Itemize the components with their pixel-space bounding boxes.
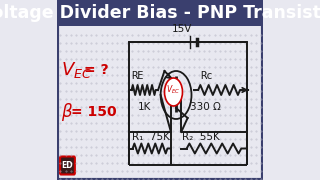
Text: R₂  55K: R₂ 55K: [182, 132, 220, 141]
Circle shape: [164, 78, 182, 106]
Text: = ?: = ?: [84, 63, 109, 77]
Text: Rc: Rc: [201, 71, 213, 81]
Text: R₁  75K: R₁ 75K: [132, 132, 170, 141]
Text: 15V: 15V: [172, 24, 193, 34]
Bar: [57, 0, 263, 26]
Text: ED: ED: [62, 161, 73, 170]
Text: Voltage Divider Bias - PNP Transistor: Voltage Divider Bias - PNP Transistor: [0, 4, 320, 22]
FancyBboxPatch shape: [60, 156, 75, 174]
Text: $V_{EC}$: $V_{EC}$: [166, 84, 181, 96]
Text: $\beta$: $\beta$: [61, 101, 73, 123]
Text: 330 Ω: 330 Ω: [190, 102, 221, 112]
Text: 1K: 1K: [138, 102, 152, 112]
Text: RE: RE: [132, 71, 144, 81]
Text: = 150: = 150: [71, 105, 117, 119]
Text: $V_{EC}$: $V_{EC}$: [61, 60, 92, 80]
